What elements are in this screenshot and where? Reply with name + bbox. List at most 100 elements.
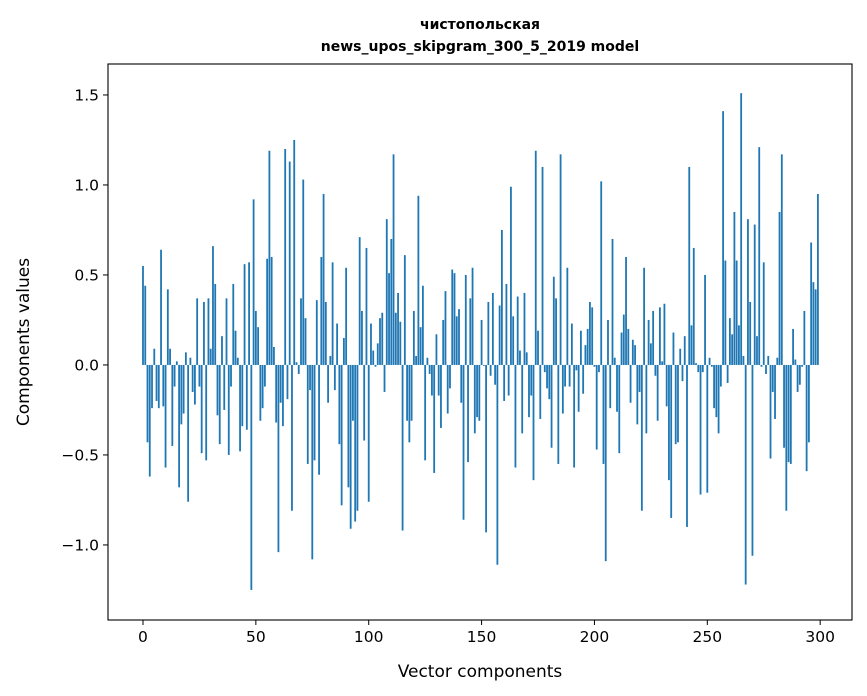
bar-231	[663, 303, 666, 365]
bar-127	[428, 364, 431, 374]
bar-89	[342, 337, 345, 365]
x-tick-label: 0	[138, 628, 148, 646]
bar-248	[701, 364, 704, 373]
y-tick-label: −1.0	[61, 536, 99, 554]
bar-14	[173, 364, 176, 387]
bar-293	[803, 310, 806, 365]
bar-53	[261, 364, 264, 409]
bar-80	[322, 193, 325, 365]
bar-290	[796, 364, 799, 392]
bar-87	[338, 364, 341, 445]
bar-82	[327, 364, 329, 403]
bar-237	[677, 364, 679, 443]
bar-68	[295, 362, 298, 365]
bar-58	[273, 346, 275, 365]
bar-42	[236, 357, 239, 365]
bar-67	[293, 139, 296, 365]
bar-203	[600, 181, 603, 365]
bar-107	[383, 364, 386, 392]
x-tick-label: 200	[580, 628, 610, 646]
y-axis: −1.0 −0.5 0.0 0.5 1.0 1.5	[61, 86, 108, 554]
bar-143	[464, 274, 467, 365]
bar-171	[528, 364, 530, 418]
bar-186	[561, 364, 564, 414]
bar-179	[546, 364, 548, 389]
bar-221	[640, 364, 643, 511]
bar-88	[340, 364, 343, 506]
bar-242	[688, 166, 691, 365]
bar-153	[487, 301, 490, 365]
bar-163	[510, 186, 512, 365]
bar-241	[686, 364, 688, 527]
bar-55	[266, 258, 269, 365]
bar-5	[153, 348, 156, 365]
bar-26	[200, 364, 203, 454]
bar-105	[379, 318, 381, 365]
bar-245	[695, 363, 697, 365]
bar-251	[708, 357, 711, 365]
bar-210	[616, 364, 618, 412]
bar-150	[480, 319, 483, 365]
bar-121	[415, 355, 418, 365]
bar-183	[555, 298, 557, 365]
bar-40	[232, 283, 235, 365]
bar-170	[525, 352, 528, 365]
bar-228	[656, 364, 659, 421]
bar-23	[194, 364, 196, 405]
bar-254	[715, 364, 718, 418]
bar-232	[665, 364, 668, 407]
bar-247	[699, 364, 702, 495]
bar-62	[282, 364, 284, 427]
bar-277	[767, 355, 770, 365]
bar-59	[275, 364, 278, 423]
bar-284	[783, 364, 785, 448]
y-tick-label: 0.5	[74, 266, 99, 284]
bar-195	[582, 364, 585, 394]
bar-296	[810, 242, 813, 365]
bar-133	[442, 319, 445, 365]
bar-129	[433, 364, 436, 473]
bar-222	[643, 267, 646, 365]
bar-196	[584, 345, 587, 365]
bar-71	[302, 179, 305, 365]
bar-147	[473, 364, 476, 434]
x-tick-label: 300	[805, 628, 835, 646]
bar-273	[758, 147, 761, 365]
bar-223	[645, 364, 648, 434]
x-tick-label: 250	[693, 628, 723, 646]
bar-145	[469, 298, 472, 365]
bar-148	[476, 364, 478, 418]
bar-204	[602, 364, 605, 464]
bar-201	[595, 364, 598, 450]
bar-229	[659, 307, 661, 365]
bar-230	[661, 361, 664, 365]
bar-214	[625, 256, 627, 365]
bar-103	[374, 364, 377, 367]
bar-263	[735, 260, 738, 365]
bar-288	[792, 328, 794, 365]
bar-94	[354, 364, 357, 522]
bar-30	[209, 348, 212, 365]
bar-74	[309, 364, 311, 391]
bar-111	[392, 154, 395, 365]
bar-250	[706, 364, 709, 493]
bar-281	[776, 357, 779, 365]
bar-274	[760, 364, 763, 367]
bar-39	[230, 364, 232, 387]
bar-269	[749, 301, 752, 365]
bar-2	[146, 364, 149, 443]
bar-49	[252, 199, 255, 365]
bar-212	[620, 332, 623, 365]
bar-252	[710, 364, 713, 367]
bar-21	[189, 357, 192, 365]
bar-31	[212, 246, 214, 365]
bar-20	[187, 364, 190, 502]
bar-173	[532, 364, 535, 481]
bar-70	[300, 298, 302, 365]
bar-167	[519, 350, 521, 365]
x-tick-label: 50	[246, 628, 266, 646]
bar-35	[221, 336, 223, 365]
bar-38	[227, 364, 230, 455]
bar-98	[363, 364, 366, 441]
bar-128	[431, 364, 433, 396]
